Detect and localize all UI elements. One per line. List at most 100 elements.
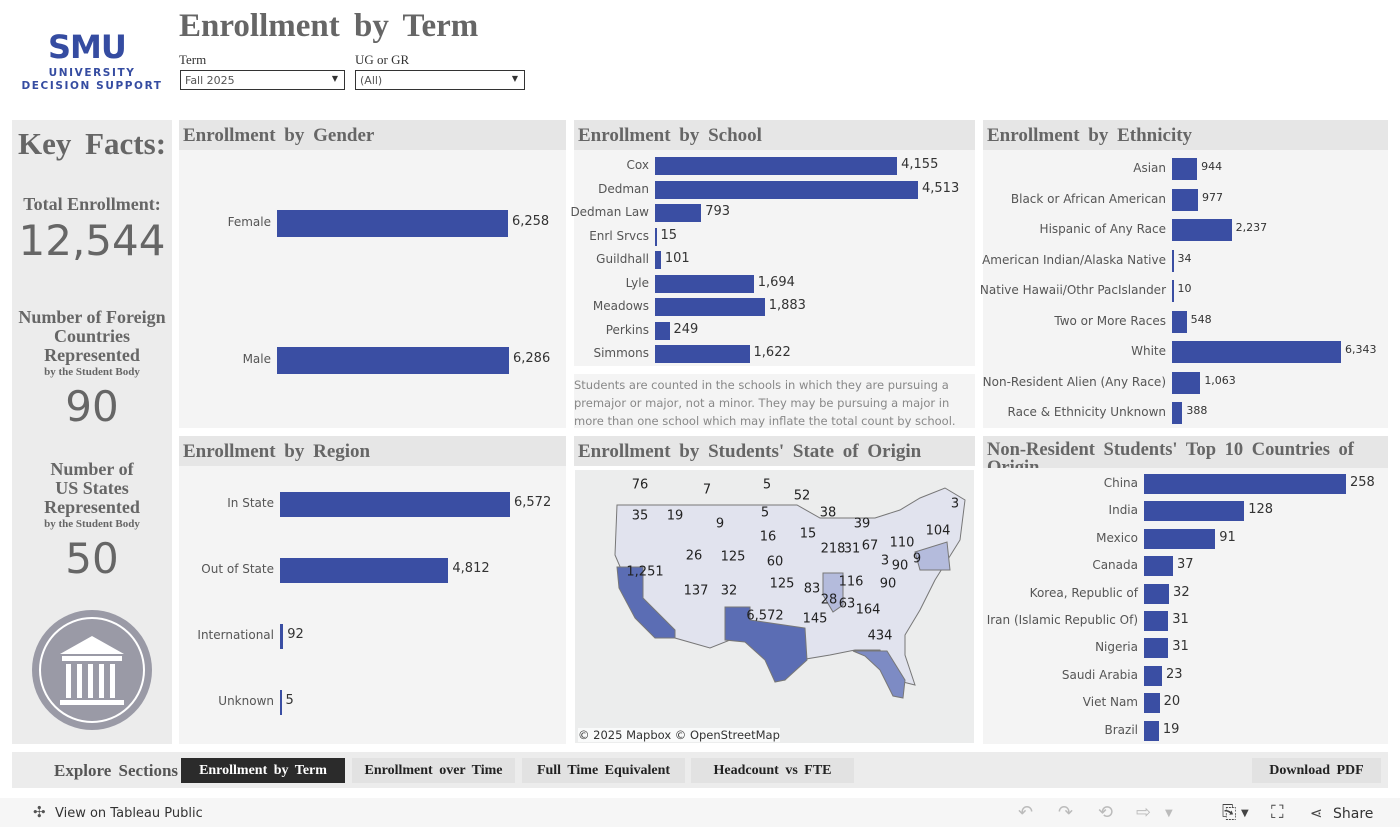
region-bar[interactable] xyxy=(280,623,284,649)
region-bar[interactable] xyxy=(280,557,449,583)
countries-bar[interactable] xyxy=(1144,474,1346,494)
state-label-tx[interactable]: 6,572 xyxy=(746,608,784,624)
redo-icon[interactable]: ↷ xyxy=(1058,802,1074,823)
ethnicity-bar[interactable] xyxy=(1172,158,1198,180)
state-map[interactable]: 76 7 5 52 35 19 9 5 38 39 3 16 15 218 31 67 110 104 9 1,251… xyxy=(575,470,974,743)
state-label-la[interactable]: 145 xyxy=(802,611,828,627)
countries-bar[interactable] xyxy=(1144,611,1169,631)
ethnicity-label: Non-Resident Alien (Any Race) xyxy=(982,374,1166,389)
countries-bar[interactable] xyxy=(1144,528,1216,549)
undo-icon[interactable]: ↶ xyxy=(1018,802,1034,823)
state-label-ia[interactable]: 15 xyxy=(799,526,817,542)
download-pdf-button[interactable]: Download PDF xyxy=(1252,758,1381,783)
state-label-az[interactable]: 137 xyxy=(683,583,709,599)
state-label-wa[interactable]: 76 xyxy=(631,477,649,493)
state-label-nc[interactable]: 90 xyxy=(879,576,897,592)
share-button[interactable]: Share xyxy=(1333,806,1374,822)
state-label-ut[interactable]: 26 xyxy=(685,548,703,564)
state-label-fl[interactable]: 434 xyxy=(867,628,893,644)
countries-bar[interactable] xyxy=(1144,583,1170,604)
state-label-me[interactable]: 3 xyxy=(950,496,960,512)
ethnicity-bar[interactable] xyxy=(1172,188,1199,211)
state-label-mt[interactable]: 7 xyxy=(702,482,712,498)
state-label-ca[interactable]: 1,251 xyxy=(626,564,664,580)
refresh-icon[interactable]: ⇨ xyxy=(1136,802,1152,823)
ethnicity-bar[interactable] xyxy=(1172,280,1174,302)
region-bar[interactable] xyxy=(280,491,510,517)
ethnicity-bar[interactable] xyxy=(1172,341,1341,363)
share-icon[interactable]: ⋖ xyxy=(1310,804,1323,822)
state-label-ar[interactable]: 83 xyxy=(803,581,821,597)
state-label-va[interactable]: 90 xyxy=(891,558,909,574)
countries-label: Brazil xyxy=(1104,722,1139,737)
state-label-al[interactable]: 63 xyxy=(838,596,856,612)
download-icon[interactable]: ⎘ xyxy=(1222,802,1237,823)
state-label-nd[interactable]: 5 xyxy=(762,477,772,493)
countries-bar[interactable] xyxy=(1144,501,1245,522)
countries-title: Non-Resident Students' Top 10 Countries … xyxy=(983,436,1388,468)
ethnicity-panel: Enrollment by Ethnicity Asian 944 Black or… xyxy=(980,120,1388,428)
school-bar[interactable] xyxy=(655,157,898,175)
school-bar[interactable] xyxy=(655,204,702,222)
view-on-tableau-link[interactable]: View on Tableau Public xyxy=(55,806,203,821)
illinois-shape xyxy=(822,572,844,613)
nav-headcount-vs-fte[interactable]: Headcount vs FTE xyxy=(691,758,854,783)
logo-line-1: UNIVERSITY xyxy=(48,67,136,79)
fullscreen-icon[interactable]: ⛶ xyxy=(1271,802,1284,823)
ethnicity-bar[interactable] xyxy=(1172,402,1183,424)
state-label-ok[interactable]: 125 xyxy=(769,576,795,592)
countries-bar[interactable] xyxy=(1144,693,1160,714)
nav-full-time-equivalent[interactable]: Full Time Equivalent xyxy=(522,758,685,783)
countries-count-sub: by the Student Body xyxy=(44,366,140,378)
state-label-ks[interactable]: 60 xyxy=(766,554,784,570)
region-bar[interactable] xyxy=(280,689,282,715)
state-label-ny[interactable]: 104 xyxy=(925,523,951,539)
state-label-id[interactable]: 19 xyxy=(666,508,684,524)
state-label-sd[interactable]: 5 xyxy=(760,505,770,521)
school-bar[interactable] xyxy=(655,321,670,340)
school-bar[interactable] xyxy=(655,345,750,363)
state-label-wy[interactable]: 9 xyxy=(715,516,725,532)
countries-bar[interactable] xyxy=(1144,638,1169,659)
state-label-pa[interactable]: 110 xyxy=(889,535,915,551)
region-value: 6,572 xyxy=(514,495,552,510)
state-label-wi[interactable]: 38 xyxy=(819,505,837,521)
state-label-ms[interactable]: 28 xyxy=(820,592,838,608)
state-label-nj[interactable]: 9 xyxy=(912,551,922,567)
term-filter-select[interactable]: Fall 2025 ▼ xyxy=(180,70,345,90)
state-label-or[interactable]: 35 xyxy=(631,508,649,524)
revert-icon[interactable]: ⟲ xyxy=(1098,802,1114,823)
level-filter-select[interactable]: (All) ▼ xyxy=(355,70,525,90)
countries-bar[interactable] xyxy=(1144,720,1159,741)
state-label-ga[interactable]: 164 xyxy=(855,602,881,618)
state-label-mi[interactable]: 39 xyxy=(853,516,871,532)
state-label-in[interactable]: 31 xyxy=(843,541,861,557)
chevron-down-icon[interactable]: ▼ xyxy=(1241,808,1249,819)
nav-enrollment-by-term[interactable]: Enrollment by Term xyxy=(181,758,345,783)
countries-bar[interactable] xyxy=(1144,665,1162,686)
state-label-il[interactable]: 218 xyxy=(820,541,846,557)
school-bar[interactable] xyxy=(655,180,918,199)
school-bar[interactable] xyxy=(655,298,765,316)
state-label-wv[interactable]: 3 xyxy=(880,553,890,569)
state-label-co[interactable]: 125 xyxy=(720,549,746,565)
school-bar[interactable] xyxy=(655,227,657,246)
map-attribution[interactable]: © 2025 Mapbox © OpenStreetMap xyxy=(578,728,780,742)
ethnicity-bar[interactable] xyxy=(1172,310,1187,333)
state-label-ne[interactable]: 16 xyxy=(759,529,777,545)
state-label-tn[interactable]: 116 xyxy=(838,574,864,590)
ethnicity-bar[interactable] xyxy=(1172,371,1201,394)
chevron-down-icon[interactable]: ▼ xyxy=(1165,808,1173,819)
ethnicity-bar[interactable] xyxy=(1172,219,1232,241)
ethnicity-bar[interactable] xyxy=(1172,249,1174,272)
countries-bar[interactable] xyxy=(1144,556,1173,577)
term-filter-label: Term xyxy=(179,52,207,67)
state-label-mn[interactable]: 52 xyxy=(793,488,811,504)
state-label-nm[interactable]: 32 xyxy=(720,583,738,599)
gender-bar[interactable] xyxy=(277,346,509,374)
school-bar[interactable] xyxy=(655,274,754,293)
school-bar[interactable] xyxy=(655,251,661,269)
state-label-oh[interactable]: 67 xyxy=(861,538,879,554)
nav-enrollment-over-time[interactable]: Enrollment over Time xyxy=(352,758,515,783)
gender-bar[interactable] xyxy=(277,209,508,237)
